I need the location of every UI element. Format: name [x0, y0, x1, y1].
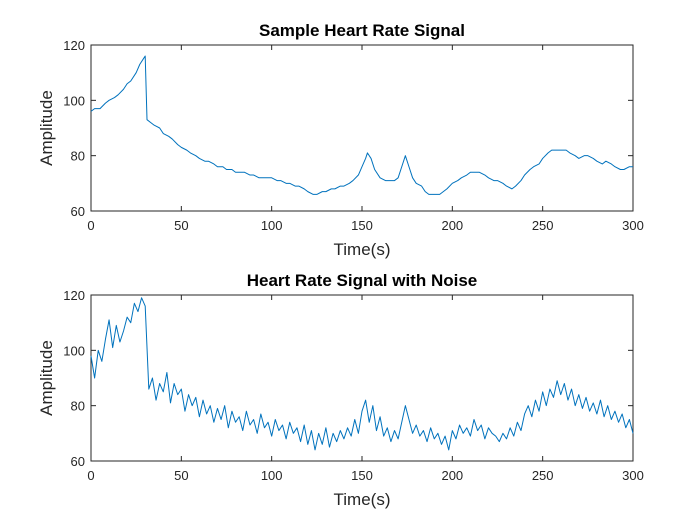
x-tick-label: 50	[174, 218, 188, 233]
chart-title: Heart Rate Signal with Noise	[247, 271, 478, 290]
x-tick-label: 100	[261, 218, 283, 233]
chart-title: Sample Heart Rate Signal	[259, 21, 465, 40]
x-tick-label: 100	[261, 468, 283, 483]
y-tick-label: 120	[63, 38, 85, 53]
x-tick-label: 250	[532, 468, 554, 483]
y-tick-label: 60	[71, 204, 85, 219]
x-tick-label: 200	[441, 218, 463, 233]
x-tick-label: 0	[87, 468, 94, 483]
plot-area	[90, 44, 634, 212]
y-axis-label: Amplitude	[37, 340, 56, 416]
x-tick-label: 150	[351, 468, 373, 483]
chart-panel-2: 0 50 100 150 200 250 300 60 80 100 120 Heart Rate S…	[37, 271, 644, 509]
y-tick-label: 120	[63, 288, 85, 303]
x-tick-label: 150	[351, 218, 373, 233]
x-tick-label: 50	[174, 468, 188, 483]
x-tick-label: 300	[622, 468, 644, 483]
plot-area	[90, 294, 634, 462]
y-tick-label: 80	[71, 399, 85, 414]
y-tick-label: 100	[63, 343, 85, 358]
x-axis-label: Time(s)	[334, 490, 391, 509]
x-tick-label: 200	[441, 468, 463, 483]
series-line-1	[90, 55, 633, 195]
x-tick-label: 250	[532, 218, 554, 233]
x-axis-label: Time(s)	[334, 240, 391, 259]
y-tick-label: 80	[71, 149, 85, 164]
x-tick-label: 0	[87, 218, 94, 233]
y-tick-label: 100	[63, 93, 85, 108]
series-line-1	[90, 297, 634, 451]
y-axis-label: Amplitude	[37, 90, 56, 166]
x-tick-label: 300	[622, 218, 644, 233]
y-tick-label: 60	[71, 454, 85, 469]
chart-panel-1: 0 50 100 150 200 250 300 60 80 100 120 Sample Heart…	[37, 21, 644, 259]
